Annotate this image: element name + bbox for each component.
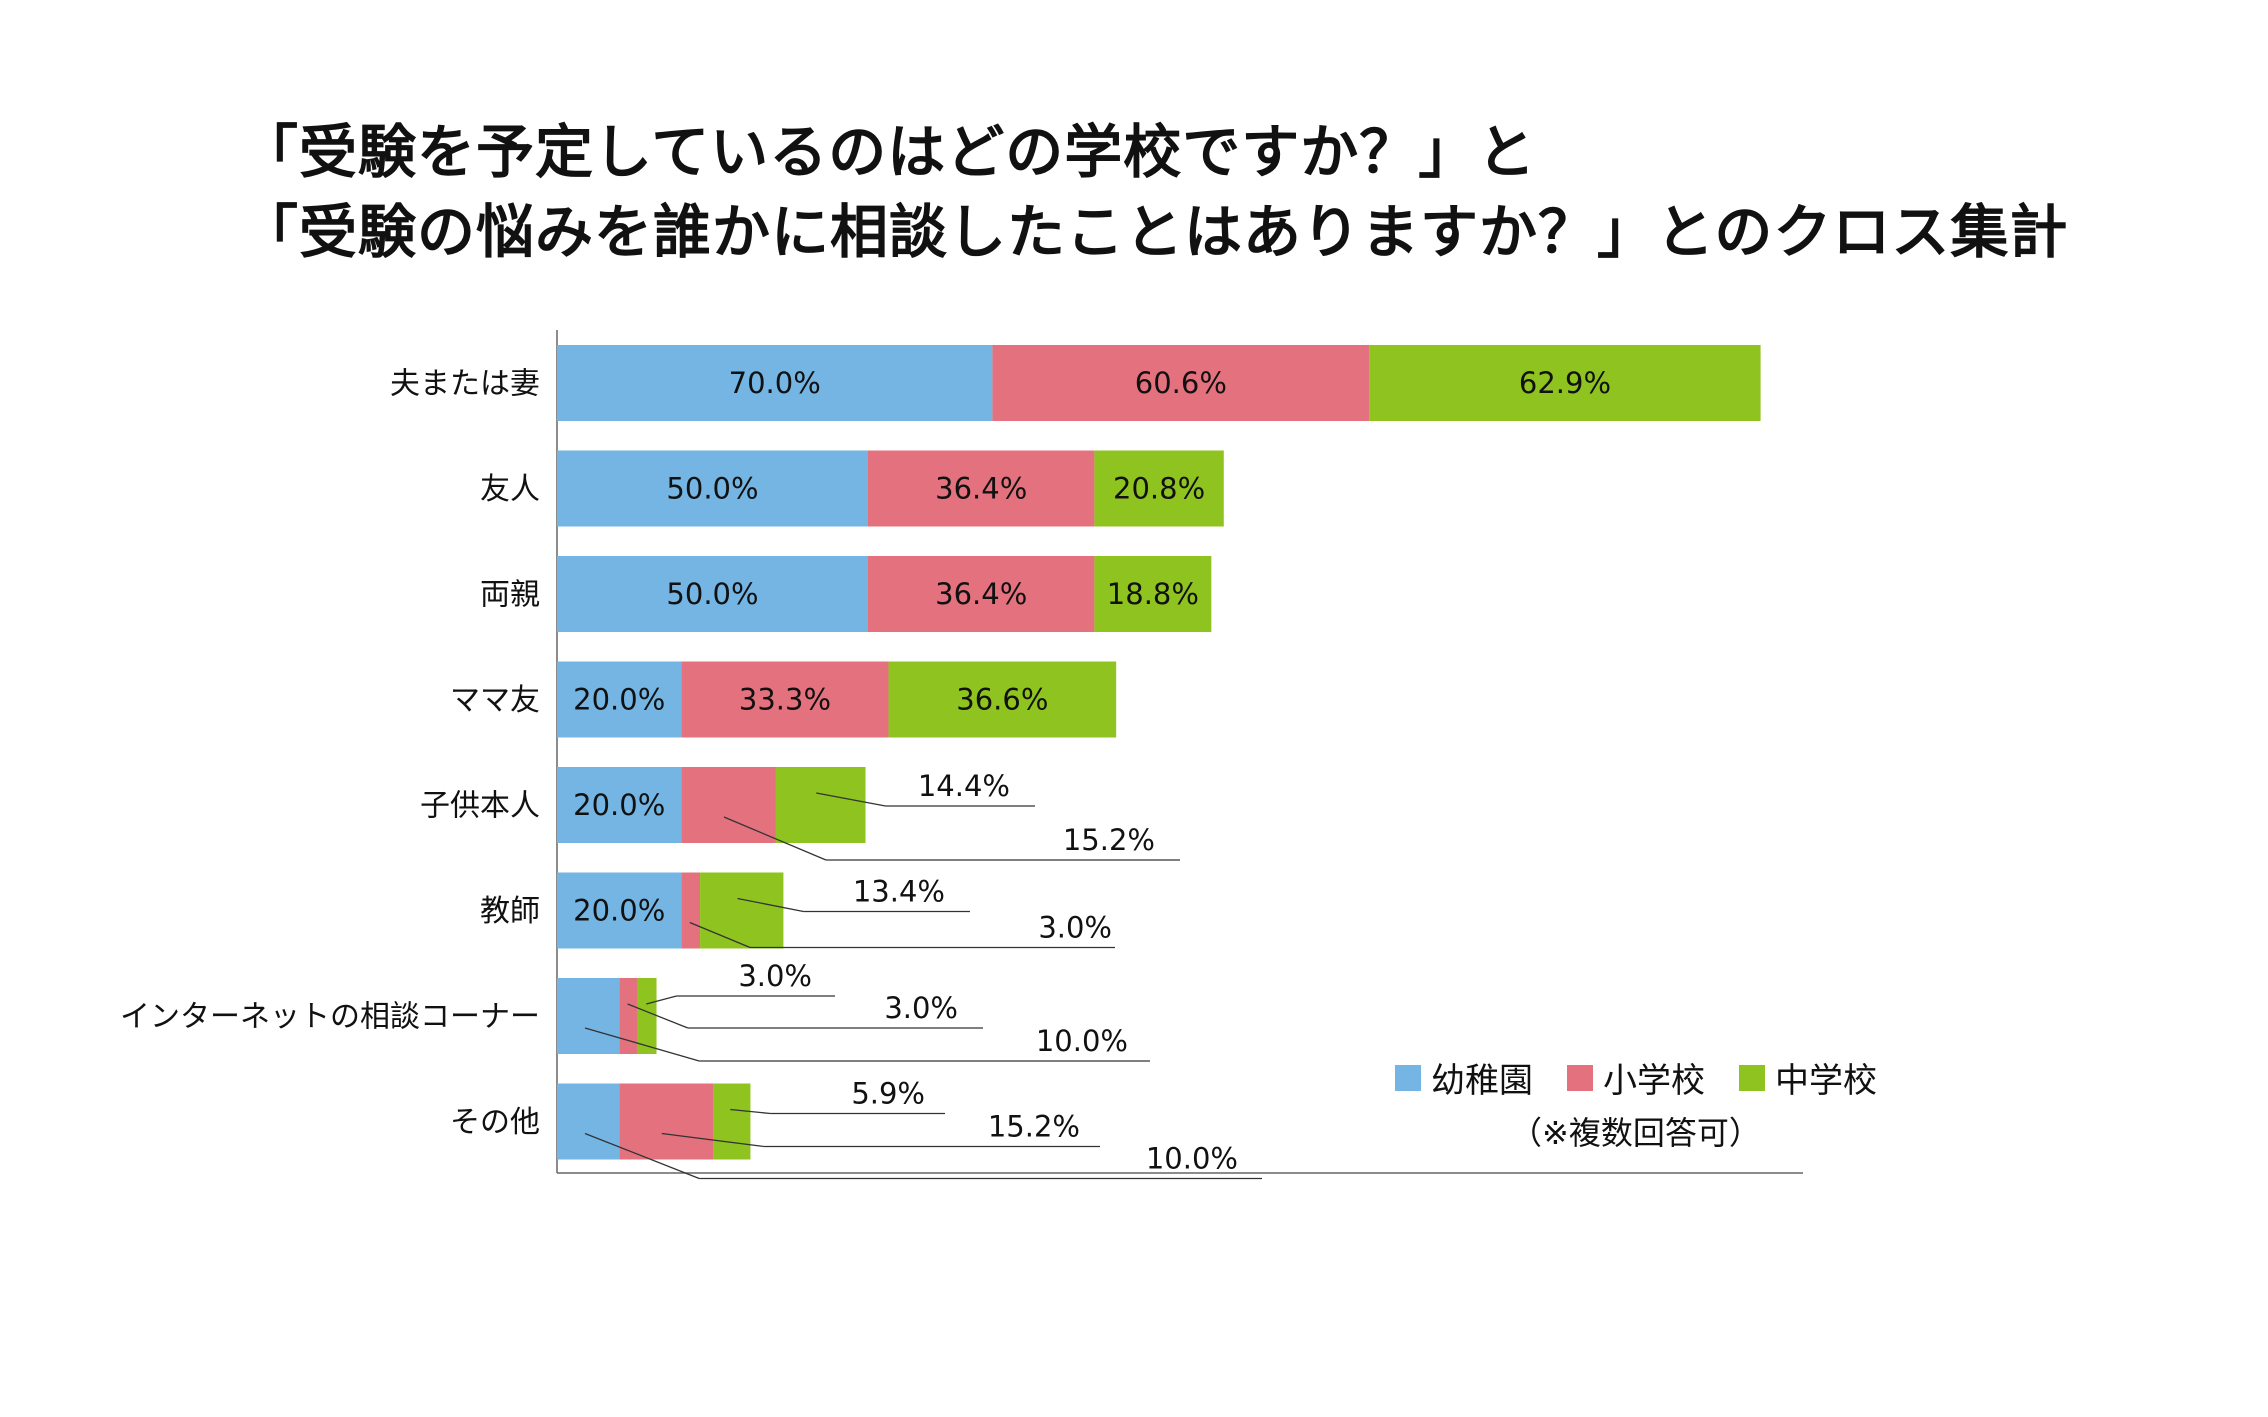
leader-diag-6-1 [627, 1003, 689, 1029]
bar-2-0 [557, 556, 868, 632]
data-label-3-1: 33.3% [739, 683, 831, 717]
bar-0-1 [992, 345, 1370, 421]
leader-diag-4-2 [816, 792, 886, 807]
data-label-0-0: 70.0% [729, 366, 821, 400]
category-label-7: その他 [450, 1105, 540, 1140]
data-label-4-0: 20.0% [573, 788, 665, 822]
data-label-2-2: 18.8% [1107, 577, 1199, 611]
data-label-2-1: 36.4% [935, 577, 1027, 611]
bar-4-2 [775, 767, 866, 843]
data-label-0-1: 60.6% [1135, 366, 1227, 400]
legend-swatch-elementary [1567, 1064, 1593, 1091]
leader-diag-5-2 [737, 897, 804, 913]
legend-label-kindergarten: 幼稚園 [1431, 1061, 1533, 1101]
bar-6-0 [557, 978, 620, 1054]
leader-diag-6-0 [584, 1027, 700, 1062]
data-label-3-2: 36.6% [956, 683, 1048, 717]
data-label-1-0: 50.0% [666, 472, 758, 506]
data-label-5-1: 3.0% [1038, 911, 1112, 945]
bar-6-1 [619, 978, 638, 1054]
legend-swatch-junior-high [1739, 1064, 1765, 1091]
data-label-6-2: 3.0% [738, 959, 812, 993]
legend-label-junior-high: 中学校 [1775, 1061, 1877, 1101]
leader-diag-7-1 [661, 1132, 764, 1148]
data-label-6-1: 3.0% [884, 991, 958, 1025]
leader-diag-7-2 [730, 1108, 771, 1115]
category-label-5: 教師 [480, 894, 540, 929]
data-label-4-1: 15.2% [1063, 823, 1155, 857]
bar-6-2 [637, 978, 657, 1054]
bar-3-0 [557, 661, 682, 738]
leader-diag-5-1 [689, 921, 751, 949]
bar-5-0 [557, 872, 682, 949]
category-label-2: 両親 [480, 578, 540, 613]
bar-1-1 [868, 450, 1095, 527]
multiple-answer-note: （※複数回答可） [1510, 1114, 1761, 1152]
data-label-1-1: 36.4% [935, 472, 1027, 506]
bar-2-1 [868, 556, 1095, 632]
bar-7-1 [619, 1083, 714, 1160]
chart-title-line-1: 「受験を予定しているのはどの学校ですか？」と [240, 118, 1537, 186]
data-label-7-2: 5.9% [851, 1077, 925, 1111]
leader-diag-7-0 [584, 1132, 700, 1180]
bar-7-2 [713, 1083, 751, 1160]
bar-1-2 [1094, 450, 1224, 527]
bar-0-0 [557, 345, 993, 421]
bar-5-2 [700, 872, 784, 949]
data-label-1-2: 20.8% [1113, 472, 1205, 506]
chart-title-line-2: 「受験の悩みを誰かに相談したことはありますか？」とのクロス集計 [240, 198, 2069, 266]
bar-1-0 [557, 450, 868, 527]
bar-0-2 [1369, 345, 1761, 421]
category-label-1: 友人 [480, 472, 540, 507]
legend-item-kindergarten: 幼稚園 [1395, 1053, 1533, 1102]
legend-label-elementary: 小学校 [1603, 1061, 1705, 1101]
data-label-5-2: 13.4% [853, 875, 945, 909]
legend: 幼稚園 小学校 中学校 [1395, 1053, 1877, 1102]
data-label-3-0: 20.0% [573, 683, 665, 717]
data-label-6-0: 10.0% [1036, 1024, 1128, 1058]
bar-2-2 [1094, 556, 1212, 632]
bar-5-1 [681, 872, 701, 949]
category-label-6: インターネットの相談コーナー [120, 1000, 540, 1035]
category-label-0: 夫または妻 [390, 367, 540, 402]
category-label-3: ママ友 [450, 683, 540, 718]
leader-diag-6-2 [646, 995, 677, 1005]
bar-4-0 [557, 767, 682, 843]
data-label-7-1: 15.2% [988, 1110, 1080, 1144]
data-label-7-0: 10.0% [1146, 1142, 1238, 1176]
legend-item-elementary: 小学校 [1567, 1053, 1705, 1102]
bar-7-0 [557, 1083, 620, 1160]
category-label-4: 子供本人 [420, 789, 540, 824]
legend-item-junior-high: 中学校 [1739, 1053, 1877, 1102]
bar-4-1 [681, 767, 776, 843]
bar-3-1 [681, 661, 889, 738]
data-label-0-2: 62.9% [1519, 366, 1611, 400]
legend-swatch-kindergarten [1395, 1064, 1421, 1091]
data-label-2-0: 50.0% [666, 577, 758, 611]
data-label-5-0: 20.0% [573, 894, 665, 928]
data-label-4-2: 14.4% [918, 769, 1010, 803]
leader-diag-4-1 [723, 816, 827, 861]
bar-3-2 [888, 661, 1117, 738]
